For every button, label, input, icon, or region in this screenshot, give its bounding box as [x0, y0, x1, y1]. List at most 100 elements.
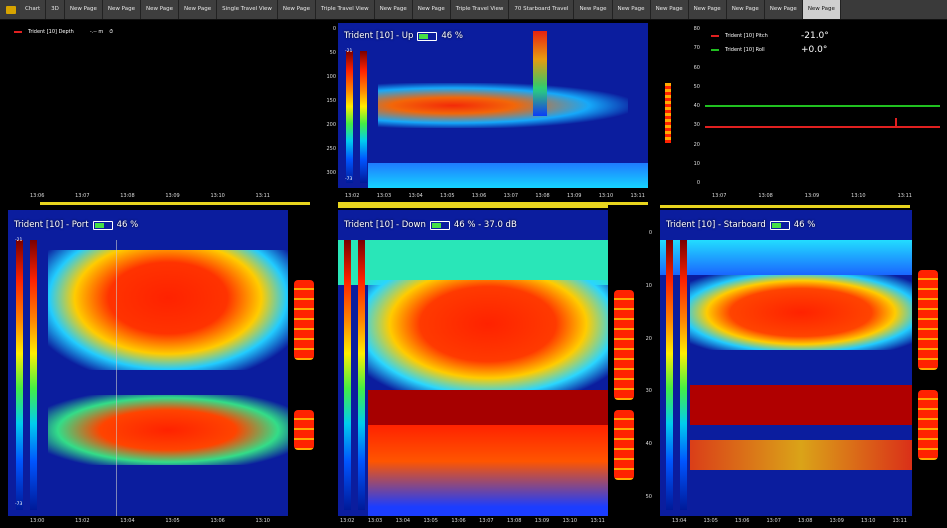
x-tick-label: 13:03	[376, 193, 392, 199]
x-tick-label: 13:11	[897, 193, 912, 199]
up-scale-bottom: -73	[345, 177, 353, 182]
x-tick-label: 13:05	[165, 518, 180, 524]
tab-new-page[interactable]: New Page	[140, 0, 180, 19]
up-battery: 46 %	[441, 31, 463, 41]
x-tick-label: 13:06	[30, 193, 45, 199]
down-water-band	[338, 240, 608, 285]
cursor-line	[116, 240, 117, 516]
x-tick-label: 13:06	[471, 193, 487, 199]
echo-surface	[368, 163, 648, 188]
tab-new-page[interactable]: New Page	[650, 0, 689, 19]
x-tick-label: 13:06	[735, 518, 750, 524]
x-tick-label: 13:07	[766, 518, 781, 524]
down-below-seabed	[368, 425, 608, 516]
up-amplitude-strip	[660, 23, 676, 188]
x-tick-label: 13:07	[503, 193, 519, 199]
y-tick-label: 10	[693, 160, 700, 167]
roll-line	[705, 105, 940, 107]
pitch-roll-panel: Trident [10] Pitch -21.0° Trident [10] R…	[705, 23, 940, 188]
y-tick-label: 30	[693, 122, 700, 129]
echo-layer-lower	[48, 395, 288, 465]
x-tick-label: 13:02	[75, 518, 90, 524]
tab-new-page[interactable]: New Page	[764, 0, 803, 19]
x-tick-label: 13:11	[255, 193, 270, 199]
tab-3d[interactable]: 3D	[46, 0, 65, 19]
depth-swatch	[14, 31, 22, 33]
tab-new-page[interactable]: New Page	[179, 0, 218, 19]
depth-legend: Trident [10] Depth -.-- m ⏱	[14, 29, 113, 35]
x-tick-label: 13:05	[440, 193, 455, 199]
depth-chart-panel: Trident [10] Depth -.-- m ⏱	[8, 23, 314, 188]
x-tick-label: 13:09	[829, 518, 844, 524]
battery-icon	[92, 220, 113, 230]
x-tick-label: 13:07	[479, 518, 494, 524]
down-battery: 46 % - 37.0 dB	[453, 220, 517, 230]
down-title-text: Trident [10] - Down	[344, 220, 426, 230]
stbd-echo-upper	[690, 275, 912, 350]
tab-triple-travel-view[interactable]: Triple Travel View	[450, 0, 510, 19]
tab-new-page[interactable]: New Page	[412, 0, 451, 19]
x-tick-label: 13:07	[75, 193, 90, 199]
tab-chart[interactable]: Chart	[20, 0, 47, 19]
depth-time-bar	[40, 202, 310, 205]
down-color-scale-2	[358, 240, 365, 510]
up-color-scale-2	[360, 51, 367, 183]
y-tick-label: 50	[329, 50, 336, 56]
x-tick-label: 13:04	[408, 193, 423, 199]
x-tick-label: 13:08	[120, 193, 135, 199]
starboard-title: Trident [10] - Starboard 46 %	[666, 220, 815, 230]
port-echogram: Trident [10] - Port 46 % -21 -73	[8, 210, 288, 516]
y-tick-label: 10	[645, 282, 652, 289]
port-battery: 46 %	[116, 220, 139, 230]
stbd-color-scale-2	[680, 240, 687, 510]
port-amplitude-strip	[290, 210, 318, 516]
x-tick-label: 13:10	[861, 518, 876, 524]
tab-single-travel-view[interactable]: Single Travel View	[217, 0, 278, 19]
stbd-color-scale	[666, 240, 673, 510]
x-tick-label: 13:11	[590, 518, 605, 524]
y-tick-label: 300	[326, 170, 336, 176]
y-tick-label: 100	[326, 74, 336, 80]
down-title: Trident [10] - Down 46 % - 37.0 dB	[344, 220, 517, 230]
down-x-axis: 13:02 13:03 13:04 13:05 13:06 13:07 13:08 13:09…	[340, 518, 605, 524]
x-tick-label: 13:08	[758, 193, 773, 199]
port-title-text: Trident [10] - Port	[14, 220, 89, 230]
starboard-echogram: Trident [10] - Starboard 46 %	[660, 210, 912, 516]
up-color-scale	[346, 51, 353, 183]
x-tick-label: 13:06	[451, 518, 466, 524]
stbd-time-bar	[660, 205, 910, 208]
x-tick-label: 13:00	[30, 518, 45, 524]
tab-70-starboard-travel[interactable]: 70 Starboard Travel	[509, 0, 575, 19]
app-menu-icon[interactable]	[6, 5, 16, 14]
x-tick-label: 13:10	[598, 193, 614, 199]
y-tick-label: 50	[645, 493, 652, 500]
tab-new-page[interactable]: New Page	[64, 0, 103, 19]
y-tick-label: 200	[326, 122, 336, 128]
clock-icon: ⏱	[109, 29, 114, 35]
pitch-swatch	[711, 35, 719, 37]
tab-new-page[interactable]: New Page	[802, 0, 841, 19]
tab-new-page[interactable]: New Page	[726, 0, 765, 19]
down-y-axis: 0 10 20 30 40 50	[638, 230, 652, 500]
x-tick-label: 13:05	[423, 518, 438, 524]
x-tick-label: 13:09	[567, 193, 582, 199]
y-tick-label: 80	[693, 26, 700, 32]
y-tick-label: 0	[696, 180, 700, 186]
x-tick-label: 13:09	[804, 193, 820, 199]
tab-new-page[interactable]: New Page	[102, 0, 141, 19]
tab-triple-travel-view[interactable]: Triple Travel View	[315, 0, 375, 19]
y-tick-label: 60	[693, 64, 700, 71]
x-tick-label: 13:04	[672, 518, 687, 524]
x-tick-label: 13:04	[120, 518, 135, 524]
x-tick-label: 13:11	[892, 518, 907, 524]
pitch-label: Trident [10] Pitch	[725, 33, 768, 39]
stbd-echo-lower	[690, 440, 912, 470]
tab-new-page[interactable]: New Page	[612, 0, 651, 19]
tab-new-page[interactable]: New Page	[277, 0, 316, 19]
up-echogram: Trident [10] - Up 46 % -21 -73	[338, 23, 648, 188]
battery-icon	[429, 220, 450, 230]
tab-new-page[interactable]: New Page	[574, 0, 613, 19]
port-scale-bottom: -73	[15, 502, 23, 507]
tab-new-page[interactable]: New Page	[688, 0, 727, 19]
tab-new-page[interactable]: New Page	[374, 0, 413, 19]
